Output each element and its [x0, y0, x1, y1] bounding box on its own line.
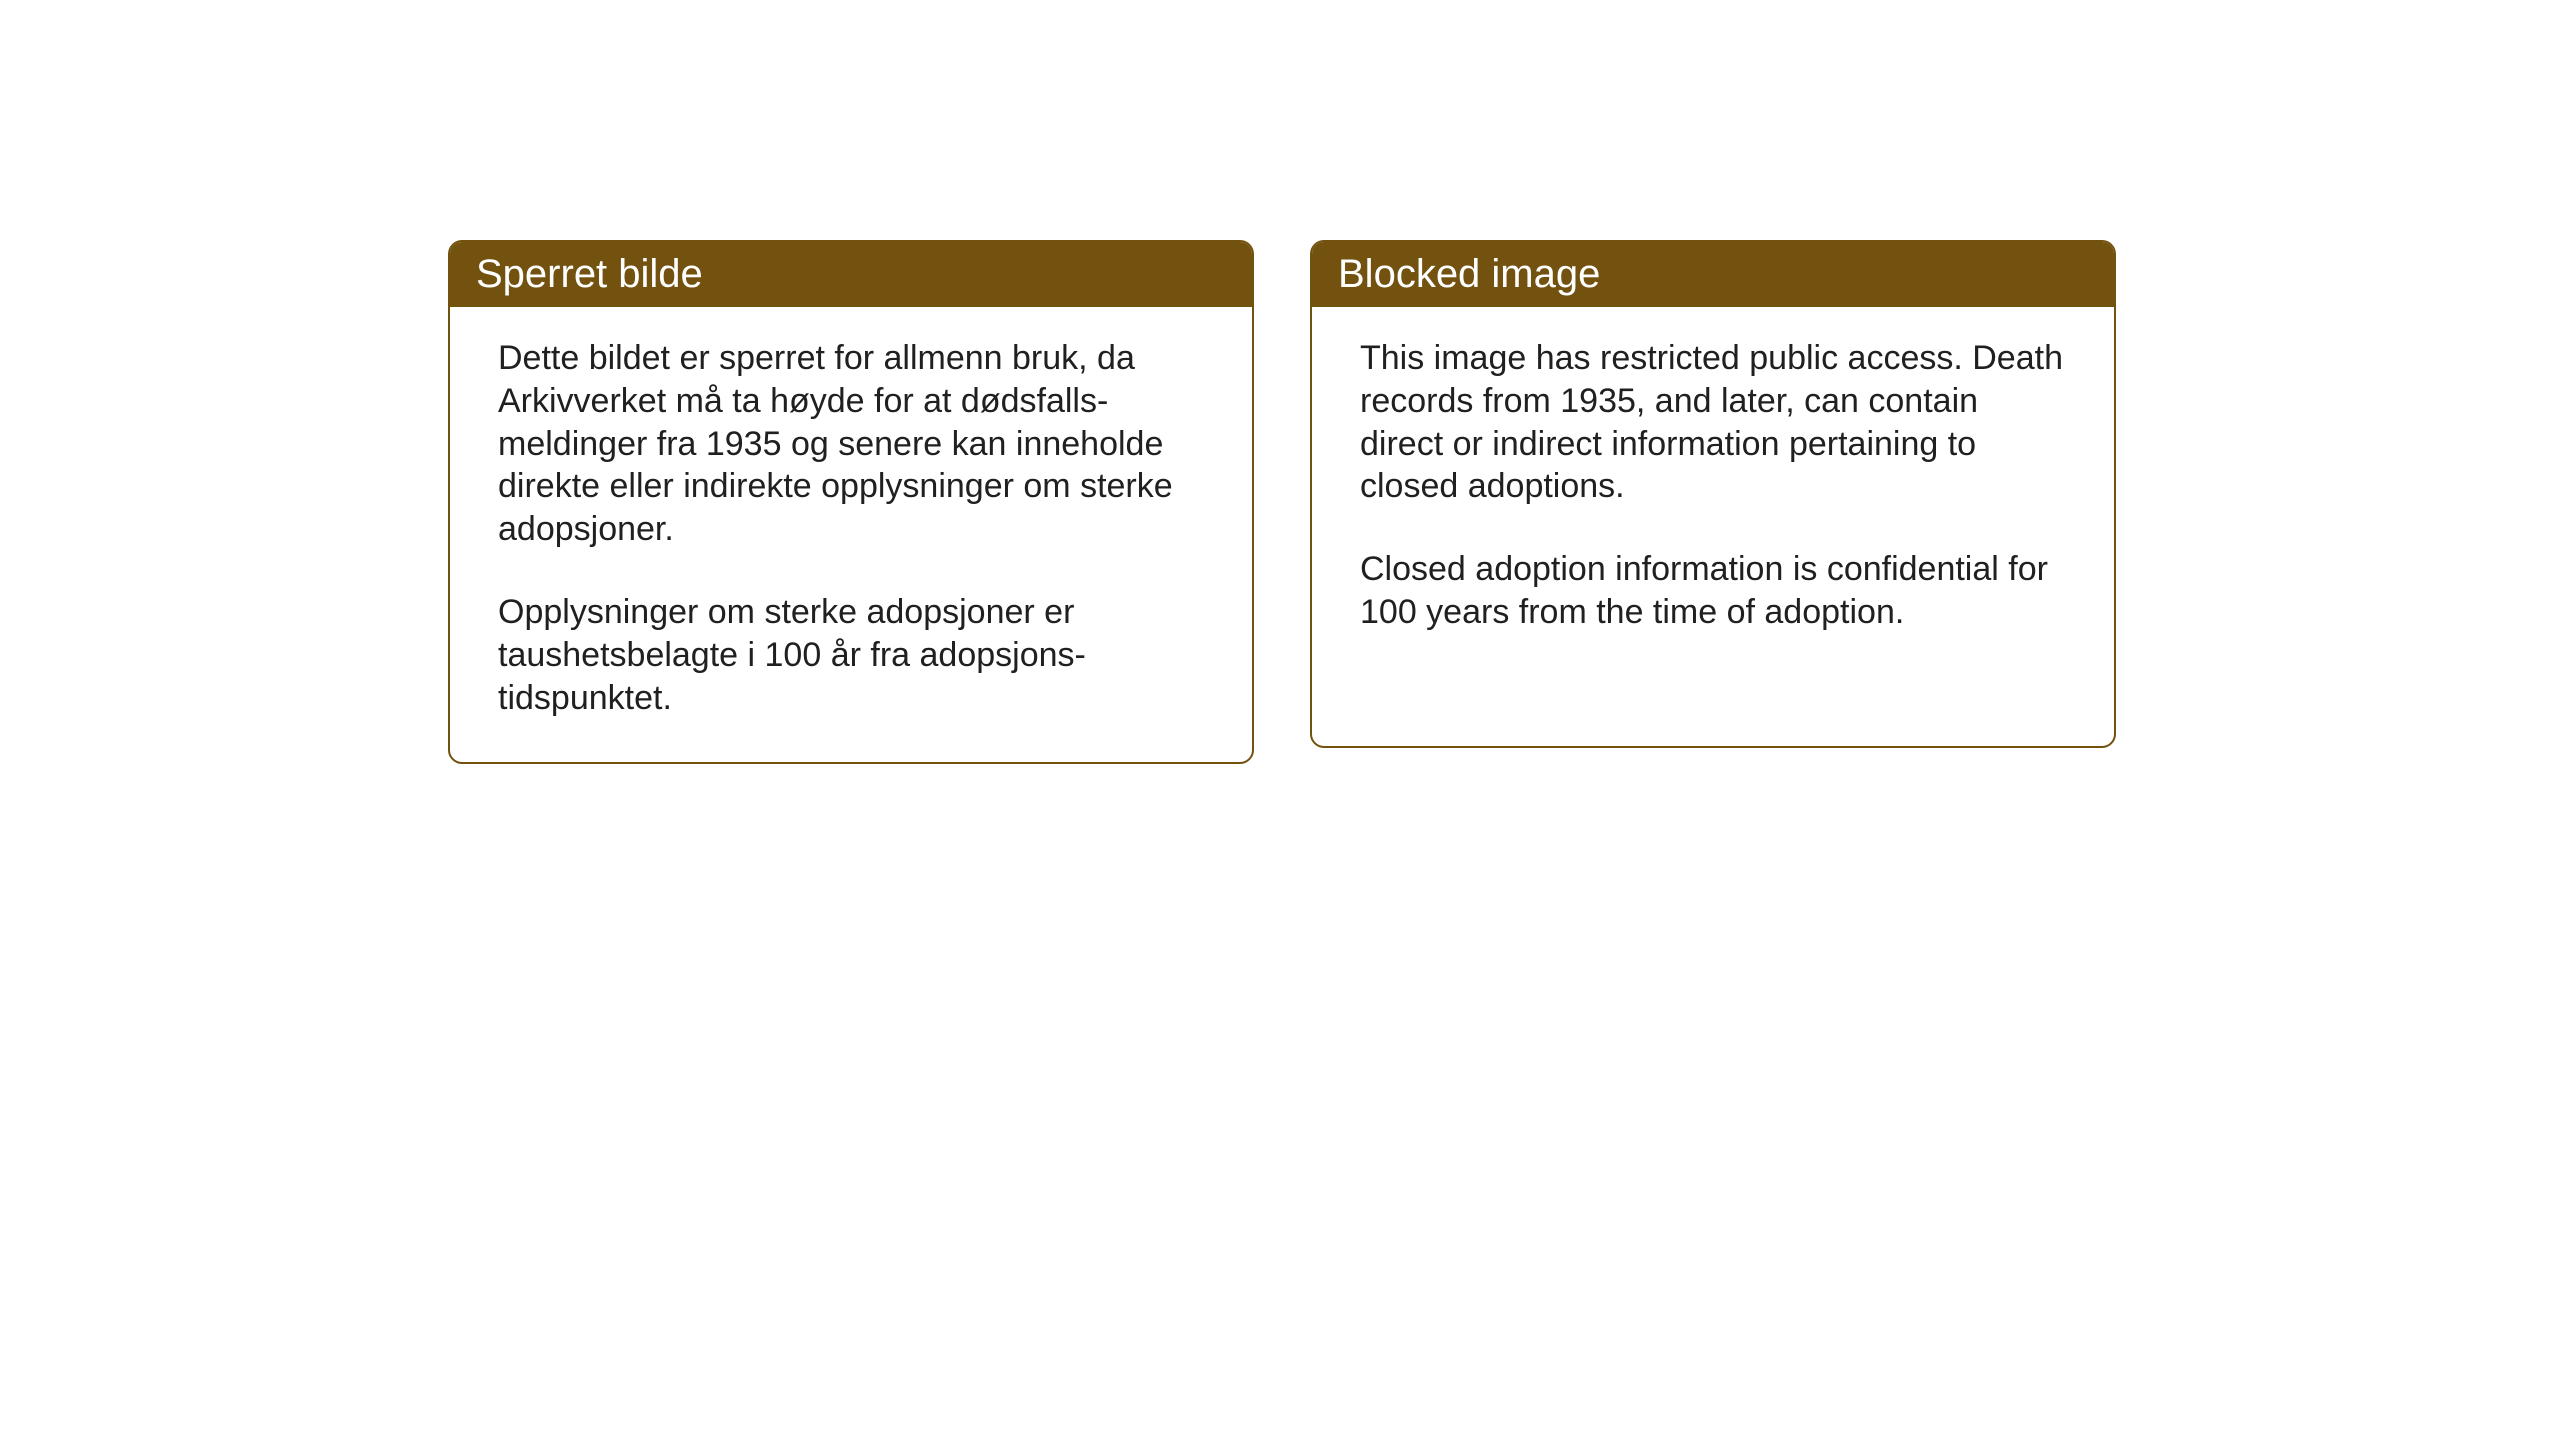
card-norwegian: Sperret bilde Dette bildet er sperret fo… — [448, 240, 1254, 764]
card-english-title: Blocked image — [1338, 252, 1600, 296]
card-english-body: This image has restricted public access.… — [1312, 307, 2114, 676]
card-english-paragraph-2: Closed adoption information is confident… — [1360, 548, 2066, 634]
card-english-paragraph-1: This image has restricted public access.… — [1360, 337, 2066, 508]
card-norwegian-paragraph-2: Opplysninger om sterke adopsjoner er tau… — [498, 591, 1204, 719]
card-norwegian-paragraph-1: Dette bildet er sperret for allmenn bruk… — [498, 337, 1204, 551]
card-english: Blocked image This image has restricted … — [1310, 240, 2116, 748]
card-norwegian-header: Sperret bilde — [450, 242, 1252, 307]
card-norwegian-title: Sperret bilde — [476, 252, 703, 296]
card-norwegian-body: Dette bildet er sperret for allmenn bruk… — [450, 307, 1252, 762]
card-english-header: Blocked image — [1312, 242, 2114, 307]
cards-container: Sperret bilde Dette bildet er sperret fo… — [448, 240, 2116, 764]
